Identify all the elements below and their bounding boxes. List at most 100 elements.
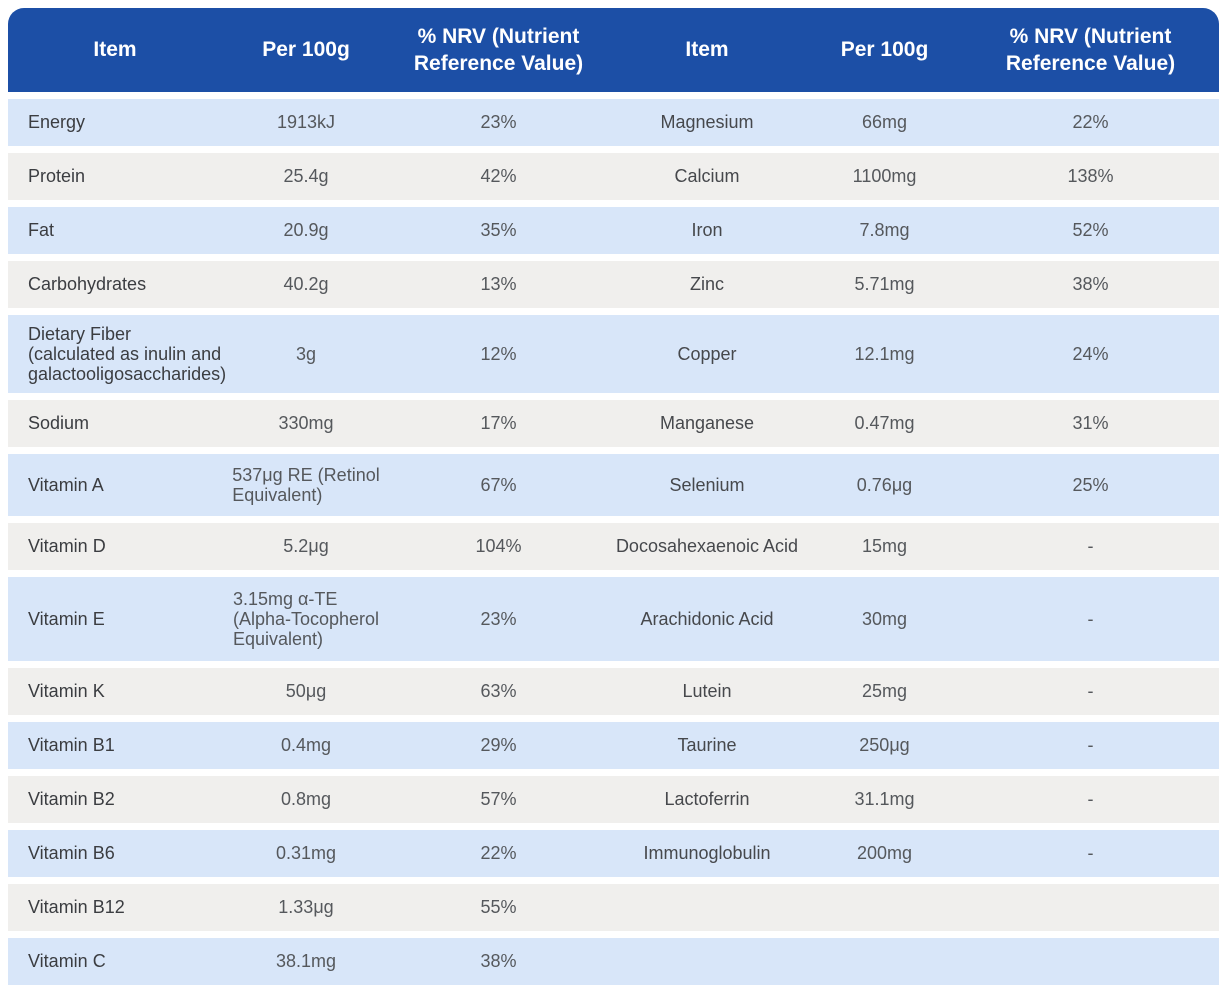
cell-nrv: 23% — [480, 608, 517, 629]
cell-per100g: 0.47mg — [854, 413, 915, 433]
cell-per100g: 31.1mg — [854, 789, 915, 809]
cell-per100g: 25.4g — [283, 166, 329, 186]
table-row: Vitamin B6 0.31mg 22% Immunoglobulin 200… — [8, 830, 1219, 877]
cell-item: Zinc — [689, 274, 724, 294]
cell-per100g: 12.1mg — [854, 343, 915, 364]
cell-nrv: 29% — [480, 735, 517, 755]
cell-item: Energy — [28, 112, 86, 132]
cell-item: Vitamin B6 — [28, 843, 115, 863]
cell-nrv: 104% — [475, 536, 522, 556]
cell-nrv: 67% — [480, 474, 517, 495]
cell-item: Vitamin B12 — [28, 897, 125, 917]
cell-nrv: - — [1087, 735, 1094, 755]
header-item-right: Item — [685, 38, 729, 62]
table-row: Sodium 330mg 17% Manganese 0.47mg 31% — [8, 400, 1219, 447]
cell-nrv: - — [1087, 681, 1094, 701]
cell-per100g: 20.9g — [283, 220, 329, 240]
cell-nrv: 22% — [1072, 112, 1109, 132]
cell-per100g: 7.8mg — [859, 220, 910, 240]
cell-nrv: 55% — [480, 897, 517, 917]
cell-per100g: 330mg — [278, 413, 334, 433]
cell-item: Vitamin B2 — [28, 789, 115, 809]
header-per100g-right: Per 100g — [840, 38, 929, 62]
cell-nrv: 22% — [480, 843, 517, 863]
cell-item: Calcium — [674, 166, 740, 186]
cell-item: Vitamin C — [28, 951, 106, 971]
cell-item: Vitamin E — [28, 608, 105, 629]
cell-nrv: - — [1087, 789, 1094, 809]
cell-item: Dietary Fiber (calculated as inulin and … — [8, 324, 226, 384]
cell-nrv: 52% — [1072, 220, 1109, 240]
cell-item: Sodium — [28, 413, 90, 433]
cell-per100g: 40.2g — [283, 274, 329, 294]
cell-item-text: Dietary Fiber (calculated as inulin and … — [28, 323, 227, 385]
cell-nrv: 17% — [480, 413, 517, 433]
cell-item: Taurine — [677, 735, 737, 755]
header-nrv-left: % NRV (Nutrient Reference Value) — [413, 24, 584, 75]
cell-item: Fat — [28, 220, 55, 240]
cell-nrv: 138% — [1067, 166, 1114, 186]
cell-item: Immunoglobulin — [643, 843, 771, 863]
cell-nrv: 38% — [480, 951, 517, 971]
cell-per100g-text: 537μg RE (Retinol Equivalent) — [232, 464, 380, 505]
cell-per100g: 5.71mg — [854, 274, 915, 294]
cell-nrv: 24% — [1072, 343, 1109, 364]
cell-item: Protein — [28, 166, 86, 186]
cell-item: Magnesium — [660, 112, 754, 132]
table-row: Vitamin K 50μg 63% Lutein 25mg - — [8, 668, 1219, 715]
header-per100g-left: Per 100g — [262, 38, 350, 62]
cell-nrv: - — [1087, 536, 1094, 556]
cell-nrv: 31% — [1072, 413, 1109, 433]
table-row: Vitamin A 537μg RE (Retinol Equivalent) … — [8, 454, 1219, 516]
table-row: Fat 20.9g 35% Iron 7.8mg 52% — [8, 207, 1219, 254]
table-row: Carbohydrates 40.2g 13% Zinc 5.71mg 38% — [8, 261, 1219, 308]
cell-item: Arachidonic Acid — [640, 608, 774, 629]
cell-per100g: 0.8mg — [280, 789, 332, 809]
header-nrv-right: % NRV (Nutrient Reference Value) — [1005, 24, 1176, 75]
table-row: Protein 25.4g 42% Calcium 1100mg 138% — [8, 153, 1219, 200]
cell-per100g: 200mg — [856, 843, 913, 863]
table-row: Vitamin B2 0.8mg 57% Lactoferrin 31.1mg … — [8, 776, 1219, 823]
cell-item: Copper — [677, 343, 737, 364]
cell-per100g: 537μg RE (Retinol Equivalent) — [222, 465, 390, 505]
cell-per100g: 5.2μg — [283, 536, 329, 556]
cell-nrv: 42% — [480, 166, 517, 186]
table-row: Vitamin B1 0.4mg 29% Taurine 250μg - — [8, 722, 1219, 769]
cell-item: Carbohydrates — [28, 274, 147, 294]
table-row: Dietary Fiber (calculated as inulin and … — [8, 315, 1219, 393]
cell-nrv: 35% — [480, 220, 517, 240]
cell-item: Vitamin K — [28, 681, 105, 701]
cell-nrv: 25% — [1072, 474, 1109, 495]
cell-per100g: 3g — [295, 343, 317, 364]
cell-per100g: 1100mg — [852, 166, 917, 186]
cell-per100g: 25mg — [861, 681, 908, 701]
cell-item: Vitamin A — [28, 474, 104, 495]
table-row: Vitamin C 38.1mg 38% — [8, 938, 1219, 985]
cell-nrv: - — [1087, 843, 1094, 863]
cell-item: Vitamin D — [28, 536, 106, 556]
cell-per100g: 250μg — [859, 735, 910, 755]
cell-per100g: 38.1mg — [275, 951, 337, 971]
cell-per100g: 1913kJ — [276, 112, 336, 132]
cell-item: Vitamin B1 — [28, 735, 115, 755]
cell-item: Selenium — [669, 474, 745, 495]
table-row: Vitamin D 5.2μg 104% Docosahexaenoic Aci… — [8, 523, 1219, 570]
cell-per100g: 3.15mg α-TE (Alpha-Tocopherol Equivalent… — [222, 589, 390, 649]
table-header: Item Per 100g % NRV (Nutrient Reference … — [8, 8, 1219, 92]
cell-per100g: 1.33μg — [278, 897, 334, 917]
cell-item: Docosahexaenoic Acid — [615, 536, 799, 556]
table-row: Energy 1913kJ 23% Magnesium 66mg 22% — [8, 99, 1219, 146]
cell-per100g: 15mg — [861, 536, 908, 556]
header-item-left: Item — [93, 38, 137, 62]
cell-item: Lactoferrin — [664, 789, 750, 809]
table-row: Vitamin B12 1.33μg 55% — [8, 884, 1219, 931]
cell-item: Lutein — [682, 681, 732, 701]
cell-nrv: 23% — [480, 112, 517, 132]
cell-per100g: 0.31mg — [275, 843, 337, 863]
nutrition-table: Item Per 100g % NRV (Nutrient Reference … — [8, 8, 1219, 985]
cell-per100g: 0.4mg — [280, 735, 332, 755]
cell-nrv: 63% — [480, 681, 517, 701]
cell-item: Iron — [691, 220, 723, 240]
cell-item: Manganese — [659, 413, 755, 433]
cell-per100g: 50μg — [285, 681, 327, 701]
